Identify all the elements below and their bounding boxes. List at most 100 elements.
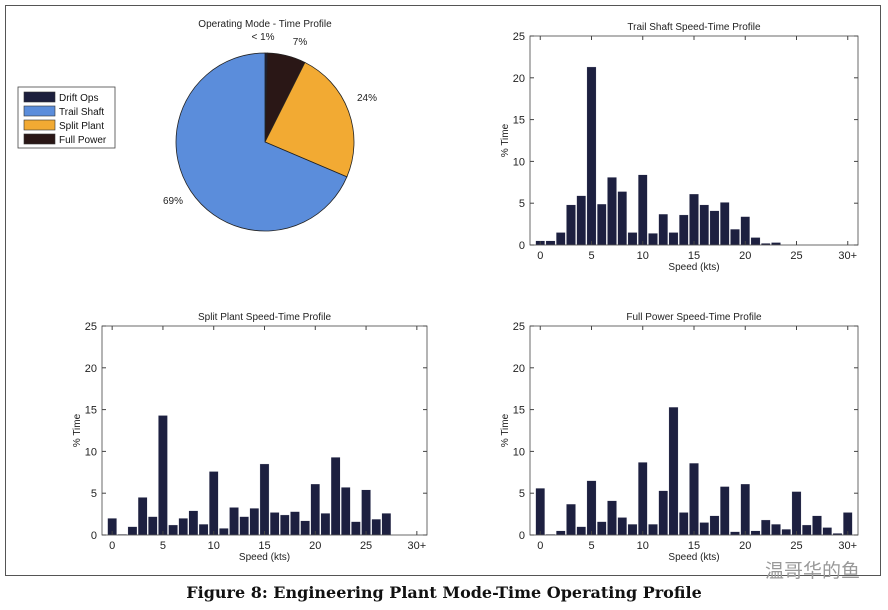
bar: [341, 487, 351, 536]
bar: [148, 516, 158, 536]
pie-slice-split-plant: [264, 61, 355, 178]
x-tick-label: 15: [688, 540, 700, 552]
bar: [127, 526, 138, 536]
bar: [648, 523, 658, 536]
bar: [801, 524, 812, 536]
x-tick-label: 5: [588, 250, 594, 262]
bar: [178, 518, 188, 536]
y-tick-label: 20: [513, 73, 525, 85]
x-tick-label: 0: [537, 250, 543, 262]
bar: [555, 530, 566, 536]
chart-title: Split Plant Speed-Time Profile: [198, 312, 331, 323]
x-tick-label: 30+: [838, 250, 857, 262]
x-tick-label: 10: [637, 540, 649, 552]
bar: [658, 213, 669, 246]
y-tick-label: 0: [519, 530, 525, 542]
x-tick-label: 30+: [408, 540, 427, 552]
bar: [280, 514, 290, 536]
bar: [648, 233, 658, 246]
legend-label: Trail Shaft: [59, 107, 104, 118]
bar: [371, 518, 381, 536]
x-axis-label: Speed (kts): [668, 262, 719, 273]
y-tick-label: 5: [91, 488, 97, 500]
bar: [596, 521, 607, 536]
bar: [812, 515, 822, 536]
legend-label: Drift Ops: [59, 93, 98, 104]
bar: [730, 228, 740, 246]
bar: [576, 195, 587, 246]
bar: [617, 191, 628, 246]
bar-chart-3: Full Power Speed-Time Profile 0 5 10 15 20 25 0…: [500, 312, 859, 563]
bar: [361, 489, 371, 536]
bar-chart-2: Split Plant Speed-Time Profile 0 5 10 15 20 25…: [72, 312, 428, 563]
y-axis-label: % Time: [500, 413, 511, 447]
legend-label: Split Plant: [59, 121, 104, 132]
bar: [300, 520, 310, 536]
bar: [310, 483, 321, 536]
x-tick-label: 15: [688, 250, 700, 262]
x-tick-label: 5: [588, 540, 594, 552]
bar: [168, 524, 178, 536]
y-tick-label: 10: [85, 446, 97, 458]
x-tick-label: 5: [160, 540, 166, 552]
bar: [535, 488, 546, 536]
bar: [219, 528, 229, 536]
bar: [596, 203, 607, 246]
bar: [627, 232, 638, 246]
legend-swatch: [23, 91, 56, 103]
x-tick-label: 25: [790, 540, 802, 552]
bar: [678, 214, 689, 246]
pie-label: 69%: [163, 196, 183, 207]
pie-label: 7%: [293, 37, 308, 48]
bar: [689, 193, 699, 246]
chart-title: Full Power Speed-Time Profile: [626, 312, 762, 323]
y-tick-label: 15: [513, 405, 525, 417]
pie-slice-trail-shaft: [175, 52, 348, 232]
bar: [586, 66, 597, 246]
bar: [822, 527, 833, 536]
bar: [771, 523, 781, 536]
pie-title: Operating Mode - Time Profile: [198, 19, 332, 30]
bar: [259, 463, 270, 536]
bar: [740, 216, 751, 246]
bar: [637, 462, 648, 536]
bar: [750, 237, 761, 246]
bar: [607, 500, 617, 536]
bar: [699, 204, 710, 246]
x-tick-label: 0: [109, 540, 115, 552]
bar: [709, 210, 720, 246]
watermark: 温哥华的鱼: [764, 560, 860, 582]
bar: [249, 508, 260, 536]
bar: [781, 528, 792, 536]
bar: [320, 513, 331, 536]
x-tick-label: 10: [208, 540, 220, 552]
y-tick-label: 15: [513, 115, 525, 127]
y-tick-label: 25: [85, 321, 97, 333]
x-tick-label: 0: [537, 540, 543, 552]
legend-swatch: [23, 119, 56, 131]
bar: [709, 515, 720, 536]
bar: [617, 517, 628, 536]
bar: [586, 480, 597, 536]
chart-title: Trail Shaft Speed-Time Profile: [627, 22, 761, 33]
bar: [290, 511, 300, 536]
bar: [627, 523, 638, 536]
y-tick-label: 10: [513, 156, 525, 168]
y-tick-label: 25: [513, 31, 525, 43]
y-tick-label: 25: [513, 321, 525, 333]
bar: [576, 526, 587, 536]
bar: [188, 510, 199, 536]
x-tick-label: 15: [258, 540, 270, 552]
x-tick-label: 25: [360, 540, 372, 552]
bar: [678, 512, 689, 536]
bar: [760, 519, 771, 536]
x-tick-label: 20: [309, 540, 321, 552]
bar: [566, 204, 576, 246]
bar-chart-1: Trail Shaft Speed-Time Profile 0 5 10 15 20 25…: [500, 22, 859, 273]
pie-label: 24%: [357, 93, 377, 104]
bar: [330, 457, 341, 536]
y-tick-label: 20: [85, 363, 97, 375]
x-axis-label: Speed (kts): [668, 552, 719, 563]
bar: [566, 503, 576, 536]
x-tick-label: 10: [637, 250, 649, 262]
